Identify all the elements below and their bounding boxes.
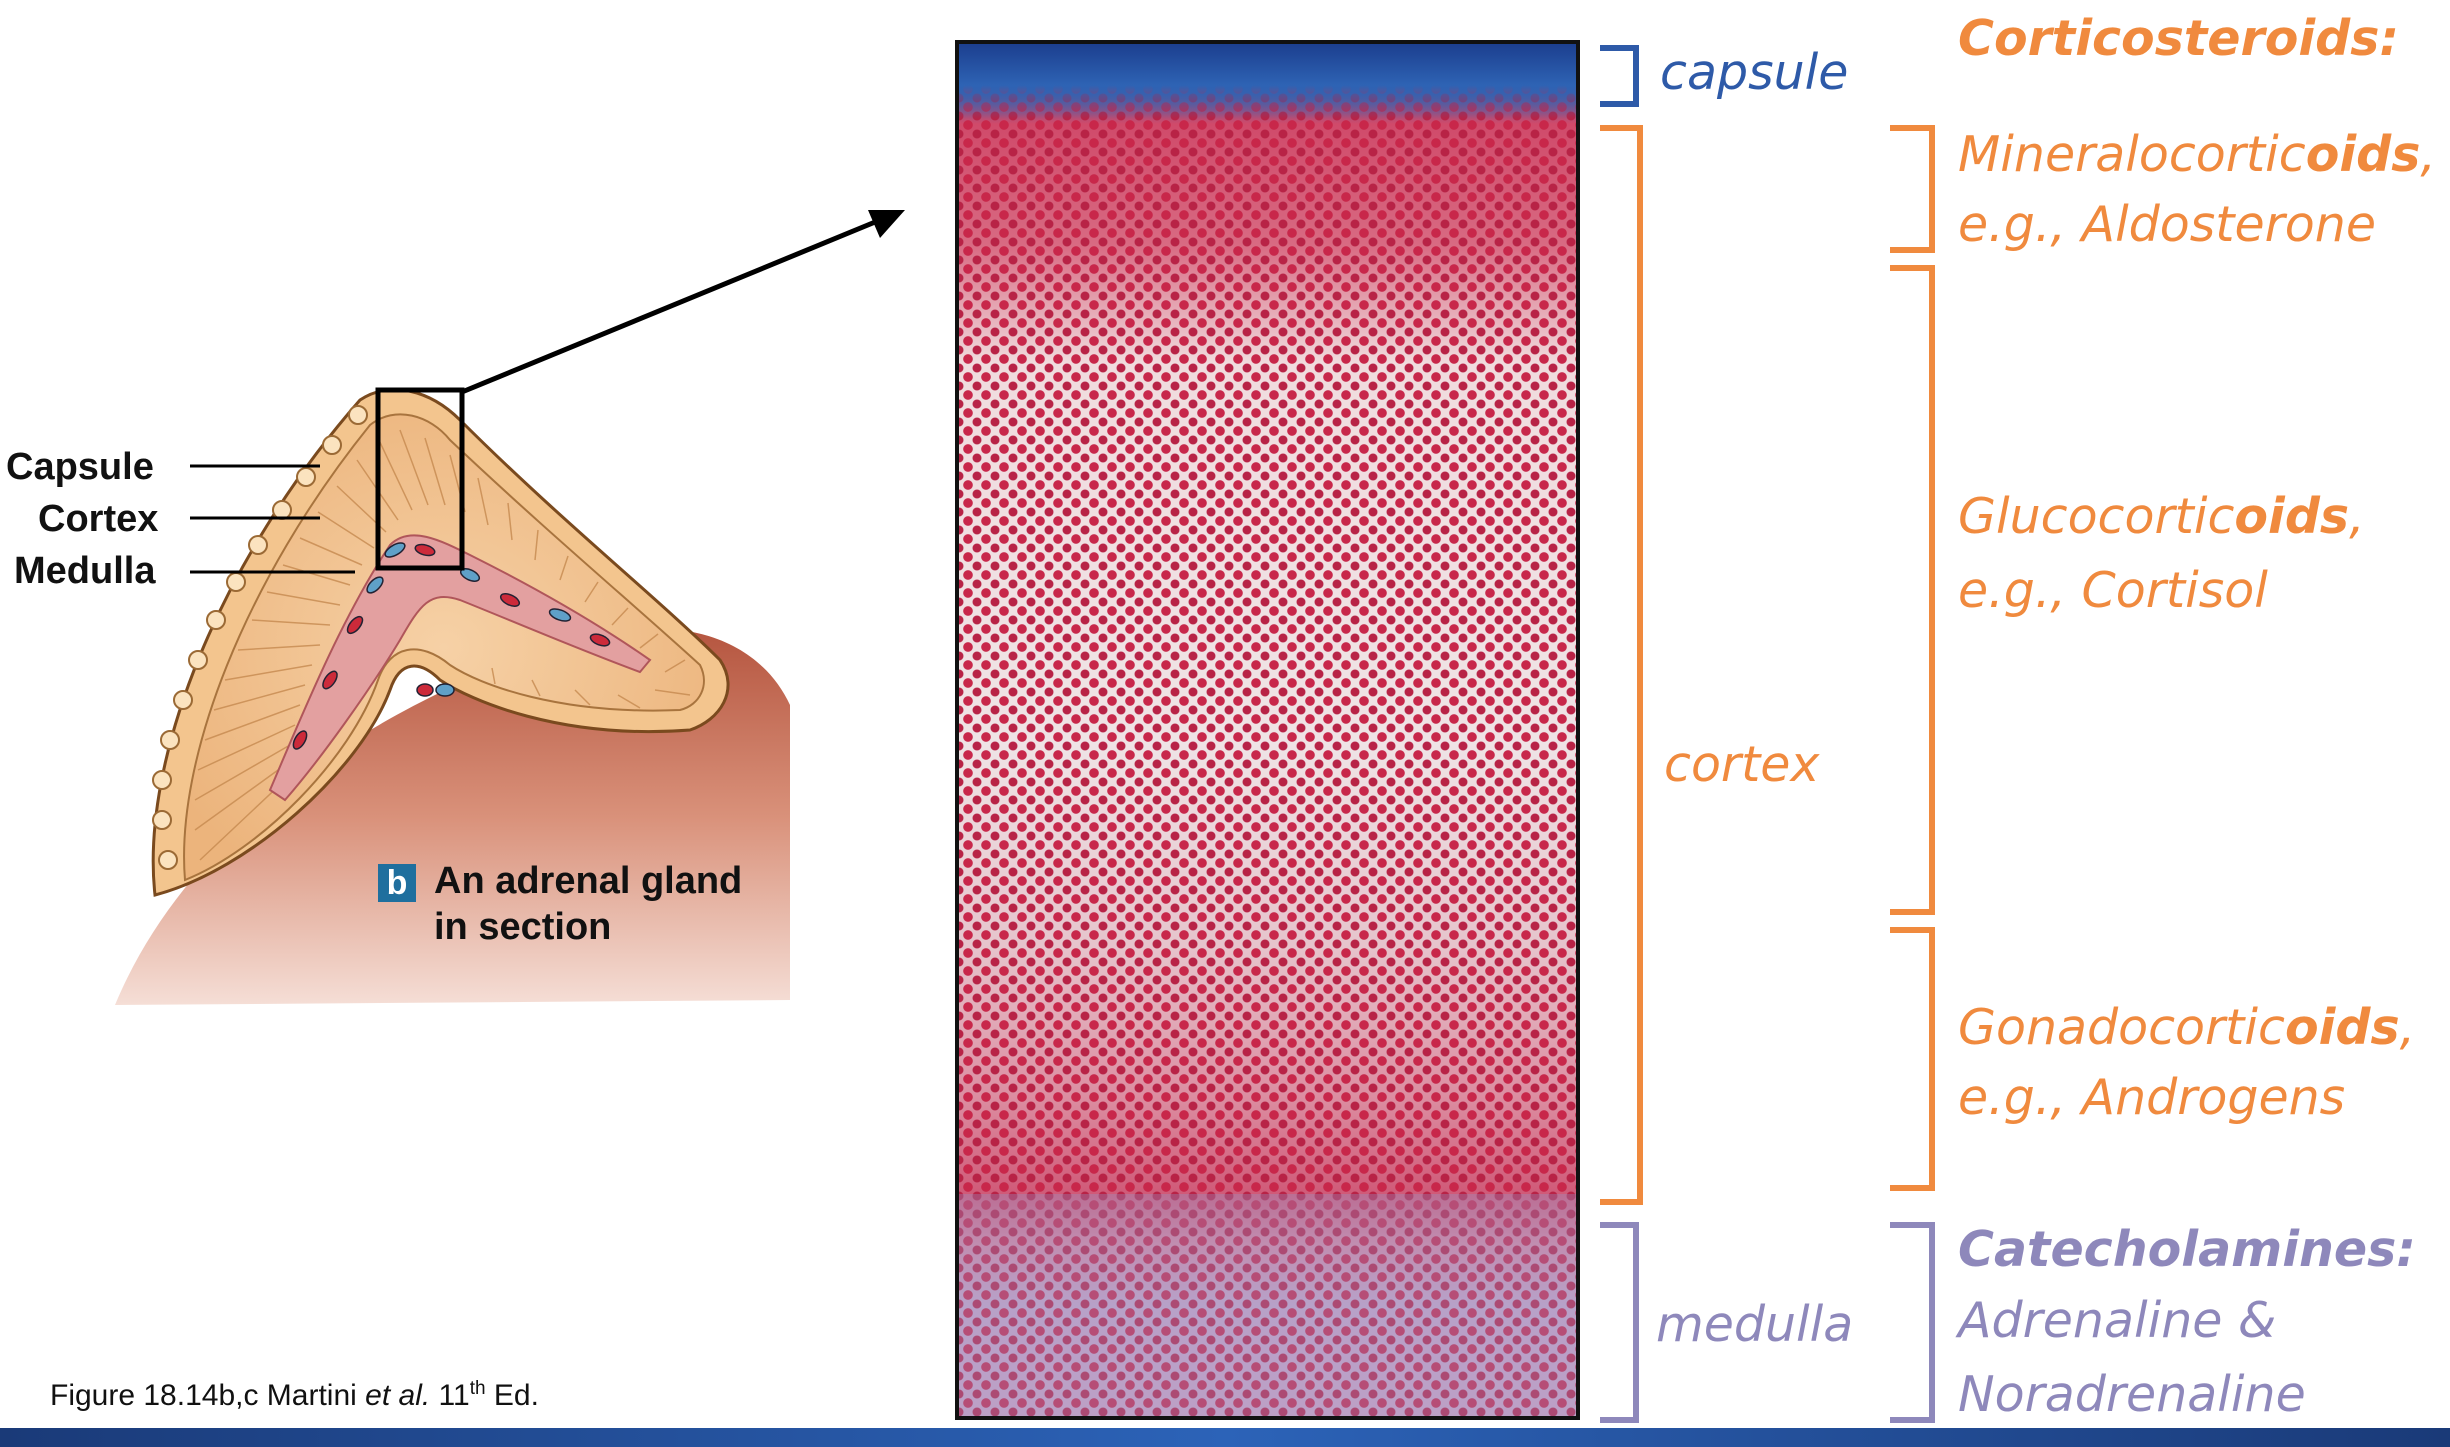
caption-suffix: Ed. (485, 1379, 539, 1412)
gluco-bracket (1890, 265, 1935, 915)
medulla-bracket (1600, 1222, 1639, 1423)
micrograph-capsule-layer (959, 44, 1576, 119)
androgens-example: e.g., Androgens (1958, 1069, 2346, 1126)
panel-title-line1: An adrenal gland (434, 860, 743, 902)
cortex-bracket (1600, 125, 1643, 1205)
mineralo-bracket (1890, 125, 1935, 253)
caption-prefix: Figure 18.14b,c Martini (50, 1379, 366, 1412)
mineralo-comma: , (2420, 126, 2436, 183)
cortex-label: Cortex (38, 498, 159, 540)
histology-micrograph (955, 40, 1580, 1420)
gonado-bracket (1890, 927, 1935, 1191)
panel-letter-badge: b (378, 864, 416, 902)
gonado-pre: Gonadocortic (1958, 999, 2285, 1056)
glucocorticoids-label: Glucocorticoids, (1958, 492, 2365, 541)
zoom-arrowhead (868, 210, 905, 238)
aldosterone-example: e.g., Aldosterone (1958, 196, 2376, 253)
gonadocorticoids-label: Gonadocorticoids, (1958, 1003, 2415, 1052)
cortex-zone-label: cortex (1664, 736, 1820, 793)
gland-medulla (268, 534, 652, 802)
gluco-comma: , (2349, 488, 2365, 545)
noradrenaline-label: Noradrenaline (1958, 1366, 2306, 1423)
slide-footer-bar (0, 1428, 2450, 1447)
medulla-label: Medulla (14, 550, 156, 592)
cortisol-example: e.g., Cortisol (1958, 562, 2268, 619)
capsule-label: Capsule (6, 446, 154, 488)
zoom-arrow-line (461, 217, 881, 395)
medulla-zone-label: medulla (1656, 1296, 1854, 1353)
medulla-vessels (292, 542, 611, 750)
cortex-striations (194, 429, 691, 861)
catecholamine-bracket (1890, 1222, 1935, 1423)
adrenaline-label: Adrenaline & (1958, 1292, 2277, 1349)
mineralo-suffix: oids (2305, 126, 2421, 183)
figure-caption: Figure 18.14b,c Martini et al. 11th Ed. (50, 1378, 539, 1413)
gluco-pre: Glucocortic (1958, 488, 2235, 545)
mineralocorticoids-label: Mineralocorticoids, (1958, 130, 2436, 179)
caption-etal: et al. (365, 1379, 431, 1412)
capsule-bumps (152, 405, 368, 870)
gonado-suffix: oids (2284, 999, 2400, 1056)
corticosteroids-heading: Corticosteroids: (1958, 10, 2399, 67)
capsule-zone-label: capsule (1660, 44, 1849, 101)
zoom-box (375, 387, 465, 571)
mineralo-pre: Mineralocortic (1958, 126, 2306, 183)
caption-sup: th (469, 1378, 486, 1399)
micrograph-medulla-overlay (959, 1194, 1576, 1416)
gonado-comma: , (2399, 999, 2416, 1056)
panel-title-line2: in section (434, 906, 612, 948)
catecholamines-heading: Catecholamines: (1958, 1221, 2416, 1278)
gluco-suffix: oids (2234, 488, 2350, 545)
capsule-bracket (1600, 45, 1639, 107)
caption-edition: 11 (430, 1379, 470, 1412)
